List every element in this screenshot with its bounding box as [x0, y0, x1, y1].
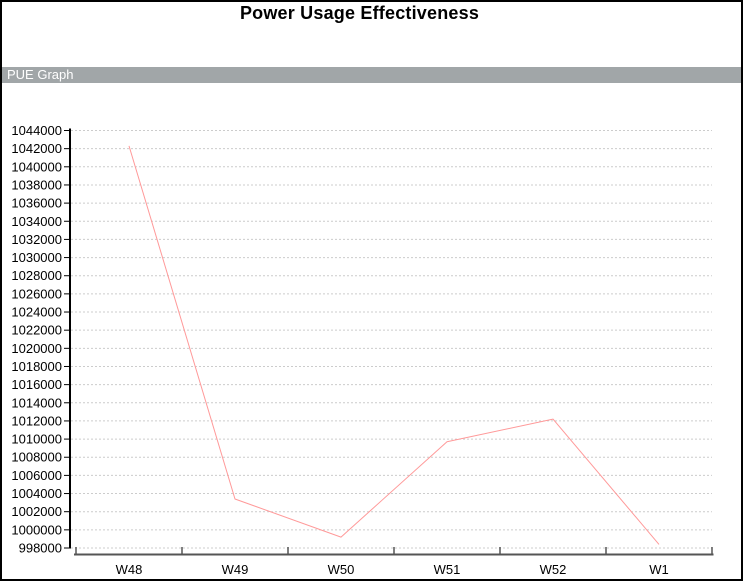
y-tick-label: 1000000 [11, 522, 62, 537]
y-tick-label: 1036000 [11, 196, 62, 211]
y-tick-label: 1024000 [11, 305, 62, 320]
section-bar-label: PUE Graph [7, 67, 74, 82]
y-tick-label: 1040000 [11, 159, 62, 174]
y-tick-label: 1030000 [11, 250, 62, 265]
y-tick-label: 1018000 [11, 359, 62, 374]
y-tick-label: 1022000 [11, 323, 62, 338]
x-tick-label: W51 [434, 562, 461, 577]
y-tick-label: 1016000 [11, 377, 62, 392]
y-tick-label: 1006000 [11, 468, 62, 483]
x-tick-label: W50 [328, 562, 355, 577]
y-tick-label: 1026000 [11, 286, 62, 301]
y-tick-label: 1020000 [11, 341, 62, 356]
y-tick-label: 1004000 [11, 486, 62, 501]
y-tick-label: 1044000 [11, 123, 62, 138]
x-tick-label: W52 [540, 562, 567, 577]
chart-title: Power Usage Effectiveness [239, 3, 480, 23]
y-tick-label: 1008000 [11, 450, 62, 465]
y-tick-label: 1010000 [11, 432, 62, 447]
x-tick-label: W49 [222, 562, 249, 577]
section-bar: PUE Graph [2, 67, 741, 83]
x-tick-label: W48 [116, 562, 143, 577]
pue-series-line [128, 145, 660, 545]
y-tick-label: 1042000 [11, 141, 62, 156]
y-tick-label: 1012000 [11, 413, 62, 428]
y-tick-label: 1028000 [11, 268, 62, 283]
x-tick-label: W1 [649, 562, 669, 577]
y-tick-label: 1002000 [11, 504, 62, 519]
y-tick-label: 1038000 [11, 177, 62, 192]
y-tick-label: 1014000 [11, 395, 62, 410]
y-tick-label: 1034000 [11, 214, 62, 229]
y-tick-label: 1032000 [11, 232, 62, 247]
y-tick-label: 998000 [19, 541, 62, 556]
